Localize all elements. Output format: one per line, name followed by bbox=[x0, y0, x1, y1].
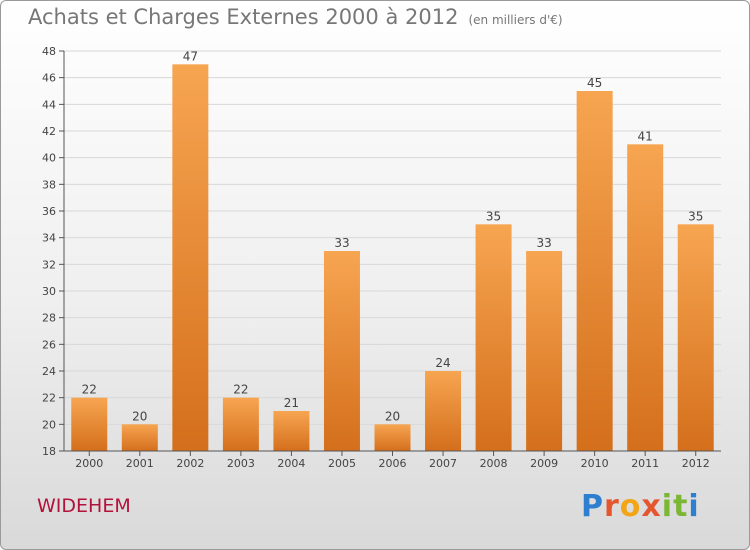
bar-value-label: 20 bbox=[132, 409, 147, 423]
y-tick-label: 28 bbox=[42, 312, 56, 325]
logo-letter: i bbox=[661, 489, 674, 524]
x-tick-label: 2001 bbox=[126, 457, 154, 470]
y-tick-label: 20 bbox=[42, 418, 56, 431]
x-tick-label: 2006 bbox=[379, 457, 407, 470]
x-tick-label: 2002 bbox=[176, 457, 204, 470]
chart-title: Achats et Charges Externes 2000 à 2012 (e… bbox=[28, 5, 563, 29]
bar bbox=[374, 424, 411, 451]
commune-name: WIDEHEM bbox=[37, 495, 131, 517]
y-tick-label: 42 bbox=[42, 125, 56, 138]
logo-letter: o bbox=[619, 489, 642, 524]
x-tick-label: 2010 bbox=[581, 457, 609, 470]
x-tick-label: 2007 bbox=[429, 457, 457, 470]
x-tick-label: 2011 bbox=[631, 457, 659, 470]
bar bbox=[71, 397, 108, 451]
y-tick-label: 44 bbox=[42, 98, 56, 111]
bars: 22 20 47 22 21 33 20 24 35 33 45 41 35 bbox=[71, 49, 714, 452]
x-tick-label: 2005 bbox=[328, 457, 356, 470]
proxiti-logo: Proxiti bbox=[581, 489, 700, 524]
bar-value-label: 41 bbox=[638, 129, 653, 143]
chart-unit-note: (en milliers d'€) bbox=[468, 13, 563, 27]
bar bbox=[172, 64, 209, 452]
y-tick-label: 26 bbox=[42, 338, 56, 351]
logo-letter: i bbox=[688, 489, 700, 524]
x-tick-label: 2000 bbox=[75, 457, 103, 470]
bar bbox=[425, 371, 462, 451]
x-tick-label: 2004 bbox=[277, 457, 305, 470]
logo-letter: P bbox=[581, 489, 604, 524]
axes: 18 20 22 24 26 28 30 32 34 36 38 40 42 44 46 48 2000 2001… bbox=[42, 45, 721, 470]
y-tick-label: 46 bbox=[42, 72, 56, 85]
bar bbox=[273, 411, 310, 451]
bar-value-label: 45 bbox=[587, 76, 602, 90]
y-tick-label: 36 bbox=[42, 205, 56, 218]
bar-value-label: 21 bbox=[284, 396, 299, 410]
bar bbox=[526, 251, 563, 451]
y-tick-label: 22 bbox=[42, 392, 56, 405]
bar bbox=[627, 144, 664, 452]
bar bbox=[222, 397, 259, 451]
bar-value-label: 35 bbox=[486, 209, 501, 223]
logo-letter: r bbox=[604, 489, 620, 524]
chart-title-text: Achats et Charges Externes 2000 à 2012 bbox=[28, 5, 459, 29]
grid-lines bbox=[64, 50, 721, 452]
y-tick-label: 34 bbox=[42, 232, 56, 245]
x-tick-label: 2009 bbox=[530, 457, 558, 470]
logo-letter: t bbox=[673, 489, 689, 524]
bar-value-label: 35 bbox=[688, 209, 703, 223]
logo-letter: x bbox=[641, 489, 662, 524]
y-tick-label: 18 bbox=[42, 445, 56, 458]
bar-value-label: 24 bbox=[435, 356, 450, 370]
x-tick-label: 2012 bbox=[682, 457, 710, 470]
bar-value-label: 22 bbox=[82, 383, 97, 397]
bar-value-label: 33 bbox=[334, 236, 349, 250]
bar bbox=[576, 91, 613, 451]
y-tick-label: 24 bbox=[42, 365, 56, 378]
bar bbox=[677, 224, 714, 451]
bar-value-label: 22 bbox=[233, 383, 248, 397]
bar-chart: 22 20 47 22 21 33 20 24 35 33 45 41 35 18 20 22 24 26 28 3… bbox=[42, 45, 721, 470]
bar bbox=[475, 224, 512, 451]
bar-value-label: 47 bbox=[183, 49, 198, 63]
y-tick-label: 32 bbox=[42, 258, 56, 271]
y-tick-label: 30 bbox=[42, 285, 56, 298]
bar bbox=[323, 251, 360, 451]
bar-value-label: 33 bbox=[536, 236, 551, 250]
x-tick-label: 2003 bbox=[227, 457, 255, 470]
x-tick-label: 2008 bbox=[480, 457, 508, 470]
bar bbox=[121, 424, 158, 451]
y-tick-label: 48 bbox=[42, 45, 56, 58]
y-tick-label: 38 bbox=[42, 178, 56, 191]
bar-value-label: 20 bbox=[385, 409, 400, 423]
y-tick-label: 40 bbox=[42, 152, 56, 165]
